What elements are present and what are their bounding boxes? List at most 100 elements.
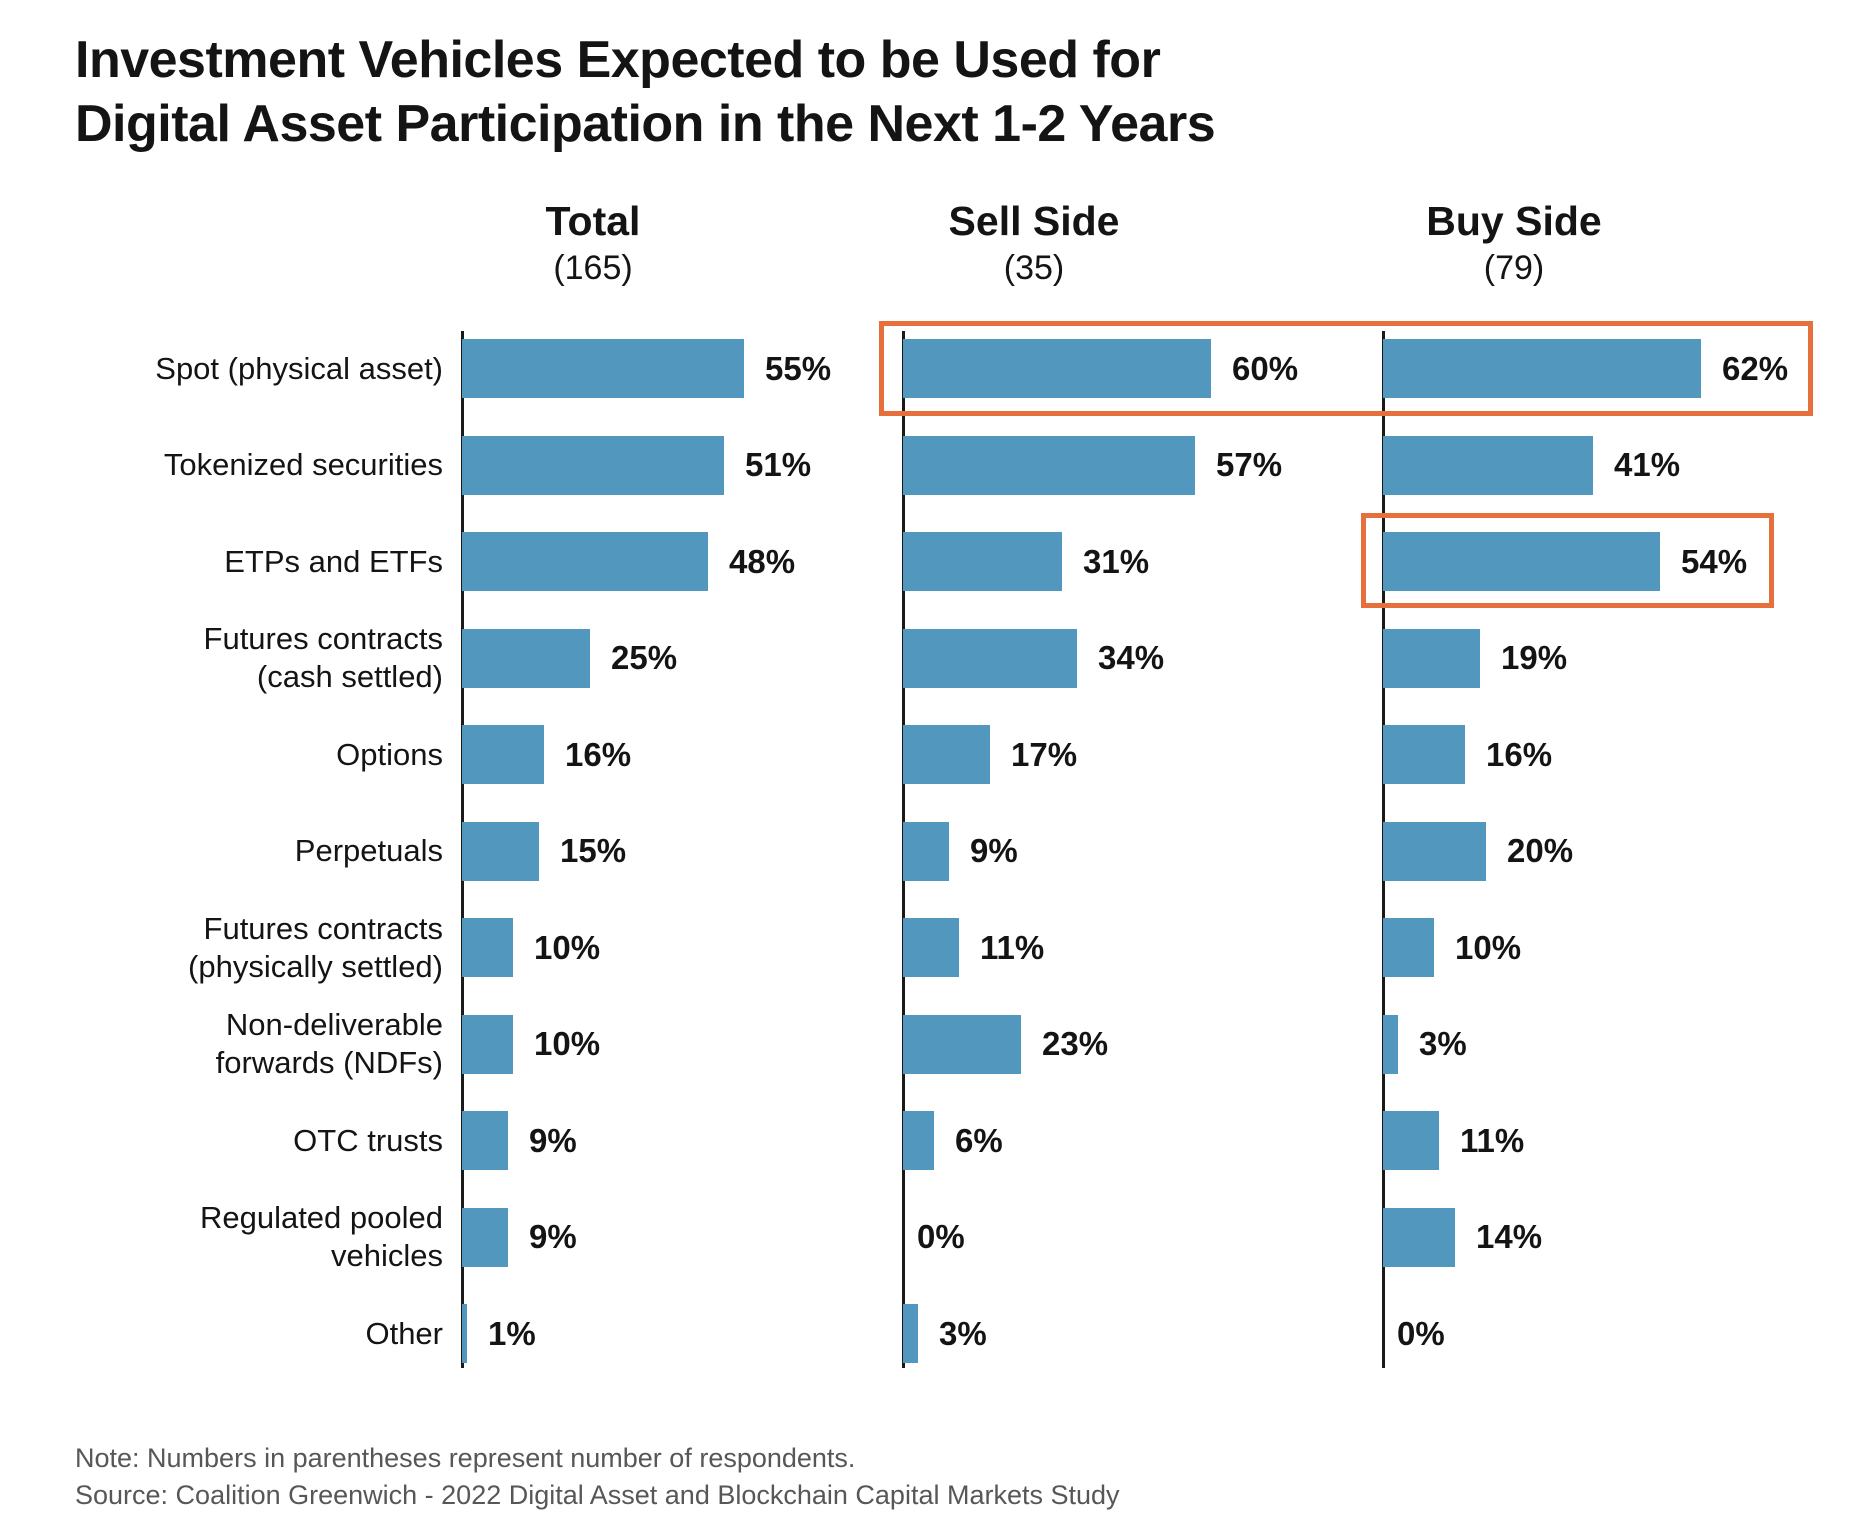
note-text: Note: Numbers in parentheses represent n… <box>75 1443 856 1473</box>
value-label-total-etps-and-etfs: 48% <box>729 542 796 580</box>
column-name-buy-side: Buy Side <box>1426 198 1602 244</box>
value-label-total-other: 1% <box>488 1314 536 1352</box>
value-label-buy-side-etps-and-etfs: 54% <box>1681 542 1748 580</box>
value-label-total-options: 16% <box>565 735 632 773</box>
value-label-buy-side-other: 0% <box>1397 1314 1445 1352</box>
category-label-tokenized-securities: Tokenized securities <box>164 446 443 484</box>
chart-title-line-1: Investment Vehicles Expected to be Used … <box>75 31 1161 89</box>
bar-total-spot-physical-asset <box>462 339 744 398</box>
column-header-buy-side: Buy Side (79) <box>1426 196 1601 290</box>
column-name-sell-side: Sell Side <box>948 198 1120 244</box>
highlight-box-spot-physical-asset <box>879 321 1813 416</box>
category-label-line: vehicles <box>331 1238 443 1273</box>
bar-sell-side-spot-physical-asset <box>903 339 1211 398</box>
category-label-line: (cash settled) <box>256 659 443 694</box>
value-label-sell-side-etps-and-etfs: 31% <box>1083 542 1150 580</box>
category-label-line: (physically settled) <box>188 948 443 984</box>
bar-buy-side-futures-contracts-cash-settled <box>1383 628 1480 688</box>
category-label-perpetuals: Perpetuals <box>295 832 443 870</box>
column-name-total: Total <box>545 198 641 244</box>
category-label-line: Perpetuals <box>294 833 443 868</box>
value-label-sell-side-regulated-pooled-vehicles: 0% <box>917 1218 965 1255</box>
value-label-total-spot-physical-asset: 55% <box>765 349 832 387</box>
bar-buy-side-options <box>1383 725 1465 784</box>
value-label-sell-side-futures-contracts-cash-settled: 34% <box>1098 639 1165 676</box>
category-label-line: Other <box>365 1315 443 1351</box>
value-label-buy-side-futures-contracts-physically-settled: 10% <box>1455 928 1522 966</box>
category-label-non-deliverable-forwards-ndfs: Non-deliverable forwards (NDFs) <box>216 1006 443 1082</box>
category-label-options: Options <box>336 736 443 774</box>
value-label-sell-side-futures-contracts-physically-settled: 11% <box>980 928 1045 966</box>
bar-total-etps-and-etfs <box>462 532 708 591</box>
chart-title: Investment Vehicles Expected to be Used … <box>75 28 1216 156</box>
bar-buy-side-otc-trusts <box>1383 1111 1439 1170</box>
category-label-futures-contracts-cash-settled: Futures contracts (cash settled) <box>204 620 443 696</box>
bar-sell-side-futures-contracts-physically-settled <box>903 918 959 977</box>
value-label-total-otc-trusts: 9% <box>529 1121 577 1159</box>
category-label-line: ETPs and ETFs <box>224 543 443 579</box>
bar-total-otc-trusts <box>462 1111 508 1170</box>
value-label-sell-side-spot-physical-asset: 60% <box>1232 349 1299 387</box>
category-label-regulated-pooled-vehicles: Regulated pooled vehicles <box>200 1199 443 1275</box>
value-label-sell-side-options: 17% <box>1011 735 1078 773</box>
bar-sell-side-otc-trusts <box>903 1111 934 1170</box>
value-label-sell-side-other: 3% <box>939 1314 987 1352</box>
bar-sell-side-perpetuals <box>903 821 949 881</box>
bar-buy-side-tokenized-securities <box>1383 435 1593 495</box>
bar-sell-side-options <box>903 725 990 784</box>
category-label-spot-physical-asset: Spot (physical asset) <box>155 350 443 388</box>
value-label-total-non-deliverable-forwards-ndfs: 10% <box>534 1025 601 1062</box>
category-label-line: forwards (NDFs) <box>215 1045 443 1080</box>
value-label-total-regulated-pooled-vehicles: 9% <box>529 1218 577 1255</box>
category-label-other: Other <box>365 1315 443 1353</box>
bar-buy-side-perpetuals <box>1383 821 1486 881</box>
value-label-buy-side-non-deliverable-forwards-ndfs: 3% <box>1419 1025 1467 1062</box>
category-label-line: Regulated pooled <box>199 1200 443 1235</box>
column-header-sell-side: Sell Side (35) <box>949 196 1120 290</box>
category-label-line: Futures contracts <box>203 910 443 946</box>
bar-total-other <box>462 1304 467 1363</box>
category-label-line: Futures contracts <box>203 621 443 656</box>
value-label-sell-side-non-deliverable-forwards-ndfs: 23% <box>1042 1025 1109 1062</box>
category-label-line: Options <box>336 736 443 772</box>
bar-sell-side-futures-contracts-cash-settled <box>903 628 1077 688</box>
value-label-total-futures-contracts-cash-settled: 25% <box>611 639 678 676</box>
column-respondent-count-total: (165) <box>553 249 633 287</box>
value-label-sell-side-tokenized-securities: 57% <box>1216 446 1283 483</box>
bar-total-options <box>462 725 544 784</box>
bar-sell-side-non-deliverable-forwards-ndfs <box>903 1014 1021 1074</box>
category-label-line: Tokenized securities <box>163 447 443 482</box>
category-label-line: Non-deliverable <box>225 1007 443 1042</box>
category-label-otc-trusts: OTC trusts <box>293 1122 443 1160</box>
category-label-futures-contracts-physically-settled: Futures contracts (physically settled) <box>188 910 443 986</box>
bar-buy-side-non-deliverable-forwards-ndfs <box>1383 1014 1398 1074</box>
bar-sell-side-tokenized-securities <box>903 435 1195 495</box>
value-label-total-perpetuals: 15% <box>560 832 627 869</box>
bar-total-tokenized-securities <box>462 435 724 495</box>
column-respondent-count-sell-side: (35) <box>1003 249 1065 287</box>
chart-title-line-2: Digital Asset Participation in the Next … <box>75 95 1216 153</box>
bar-sell-side-other <box>903 1304 918 1363</box>
value-label-sell-side-otc-trusts: 6% <box>955 1121 1003 1159</box>
chart-footnotes: Note: Numbers in parentheses represent n… <box>75 1440 1120 1514</box>
value-label-buy-side-options: 16% <box>1486 735 1553 773</box>
value-label-buy-side-futures-contracts-cash-settled: 19% <box>1501 639 1568 676</box>
category-label-line: OTC trusts <box>293 1122 443 1158</box>
value-label-buy-side-tokenized-securities: 41% <box>1614 446 1681 483</box>
bar-total-regulated-pooled-vehicles <box>462 1207 508 1267</box>
value-label-buy-side-spot-physical-asset: 62% <box>1722 349 1789 387</box>
bar-sell-side-etps-and-etfs <box>903 532 1062 591</box>
bar-total-futures-contracts-cash-settled <box>462 628 590 688</box>
category-label-line: Spot (physical asset) <box>155 350 443 386</box>
bar-buy-side-futures-contracts-physically-settled <box>1383 918 1434 977</box>
value-label-buy-side-perpetuals: 20% <box>1507 832 1574 869</box>
value-label-sell-side-perpetuals: 9% <box>970 832 1018 869</box>
bar-buy-side-regulated-pooled-vehicles <box>1383 1207 1455 1267</box>
value-label-total-futures-contracts-physically-settled: 10% <box>534 928 601 966</box>
bar-total-non-deliverable-forwards-ndfs <box>462 1014 513 1074</box>
column-respondent-count-buy-side: (79) <box>1483 249 1545 287</box>
highlight-box-etps-and-etfs <box>1361 513 1774 608</box>
bar-total-futures-contracts-physically-settled <box>462 918 513 977</box>
category-label-etps-and-etfs: ETPs and ETFs <box>224 543 443 581</box>
